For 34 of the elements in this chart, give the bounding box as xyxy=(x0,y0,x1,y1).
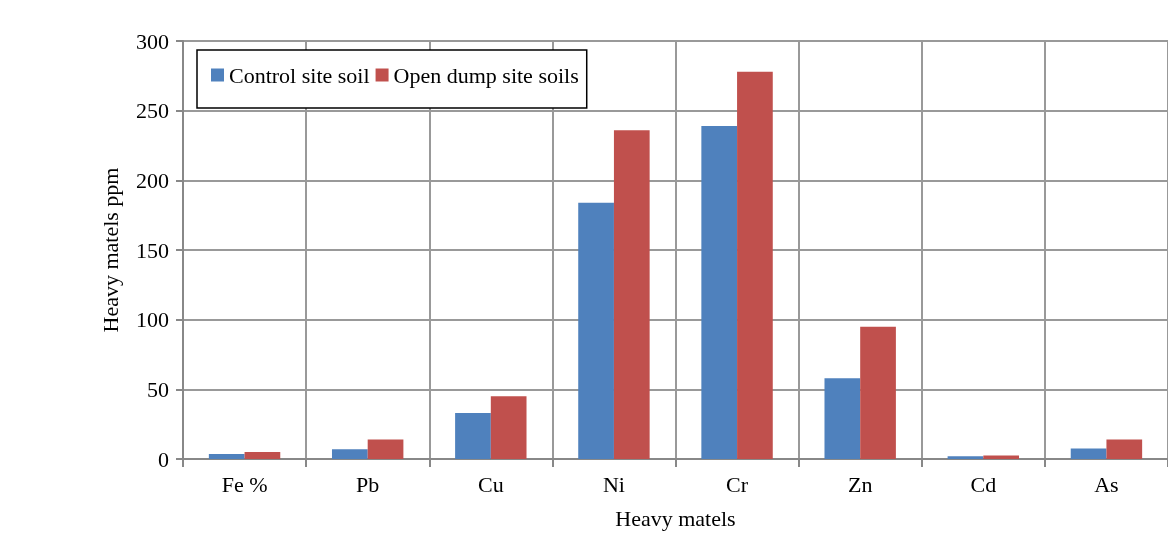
y-tick-label: 200 xyxy=(136,167,169,193)
x-tick-label: Zn xyxy=(847,471,873,497)
bar xyxy=(331,449,368,459)
bar xyxy=(490,396,527,459)
y-tick-label: 300 xyxy=(136,28,169,54)
y-tick-label: 50 xyxy=(147,376,169,402)
bar xyxy=(824,378,861,459)
legend-label: Open dump site soils xyxy=(393,62,579,88)
x-tick-label: Ni xyxy=(602,471,625,497)
bar xyxy=(860,326,896,459)
bar xyxy=(244,452,281,459)
x-axis-title: Heavy matels xyxy=(615,505,736,531)
x-tick-label: Cd xyxy=(970,471,997,497)
y-tick-label: 0 xyxy=(158,446,169,472)
bar xyxy=(947,456,984,459)
x-tick-label: Cr xyxy=(726,471,749,497)
y-axis-title: Heavy matels ppm xyxy=(97,167,123,333)
bar xyxy=(208,454,245,459)
y-tick-label: 250 xyxy=(136,98,169,124)
bar xyxy=(701,125,738,459)
x-tick-label: Fe % xyxy=(221,471,268,497)
bar xyxy=(367,439,404,459)
bar xyxy=(578,202,614,459)
bar xyxy=(737,71,773,459)
y-tick-label: 150 xyxy=(136,237,169,263)
x-tick-label: As xyxy=(1094,471,1119,497)
bar xyxy=(613,130,650,459)
bar xyxy=(455,413,491,459)
bar xyxy=(1106,439,1143,459)
y-tick-label: 100 xyxy=(136,307,169,333)
x-tick-label: Pb xyxy=(356,471,380,497)
legend-label: Control site soil xyxy=(229,62,370,88)
x-tick-label: Cu xyxy=(477,471,504,497)
bar xyxy=(1070,448,1107,459)
